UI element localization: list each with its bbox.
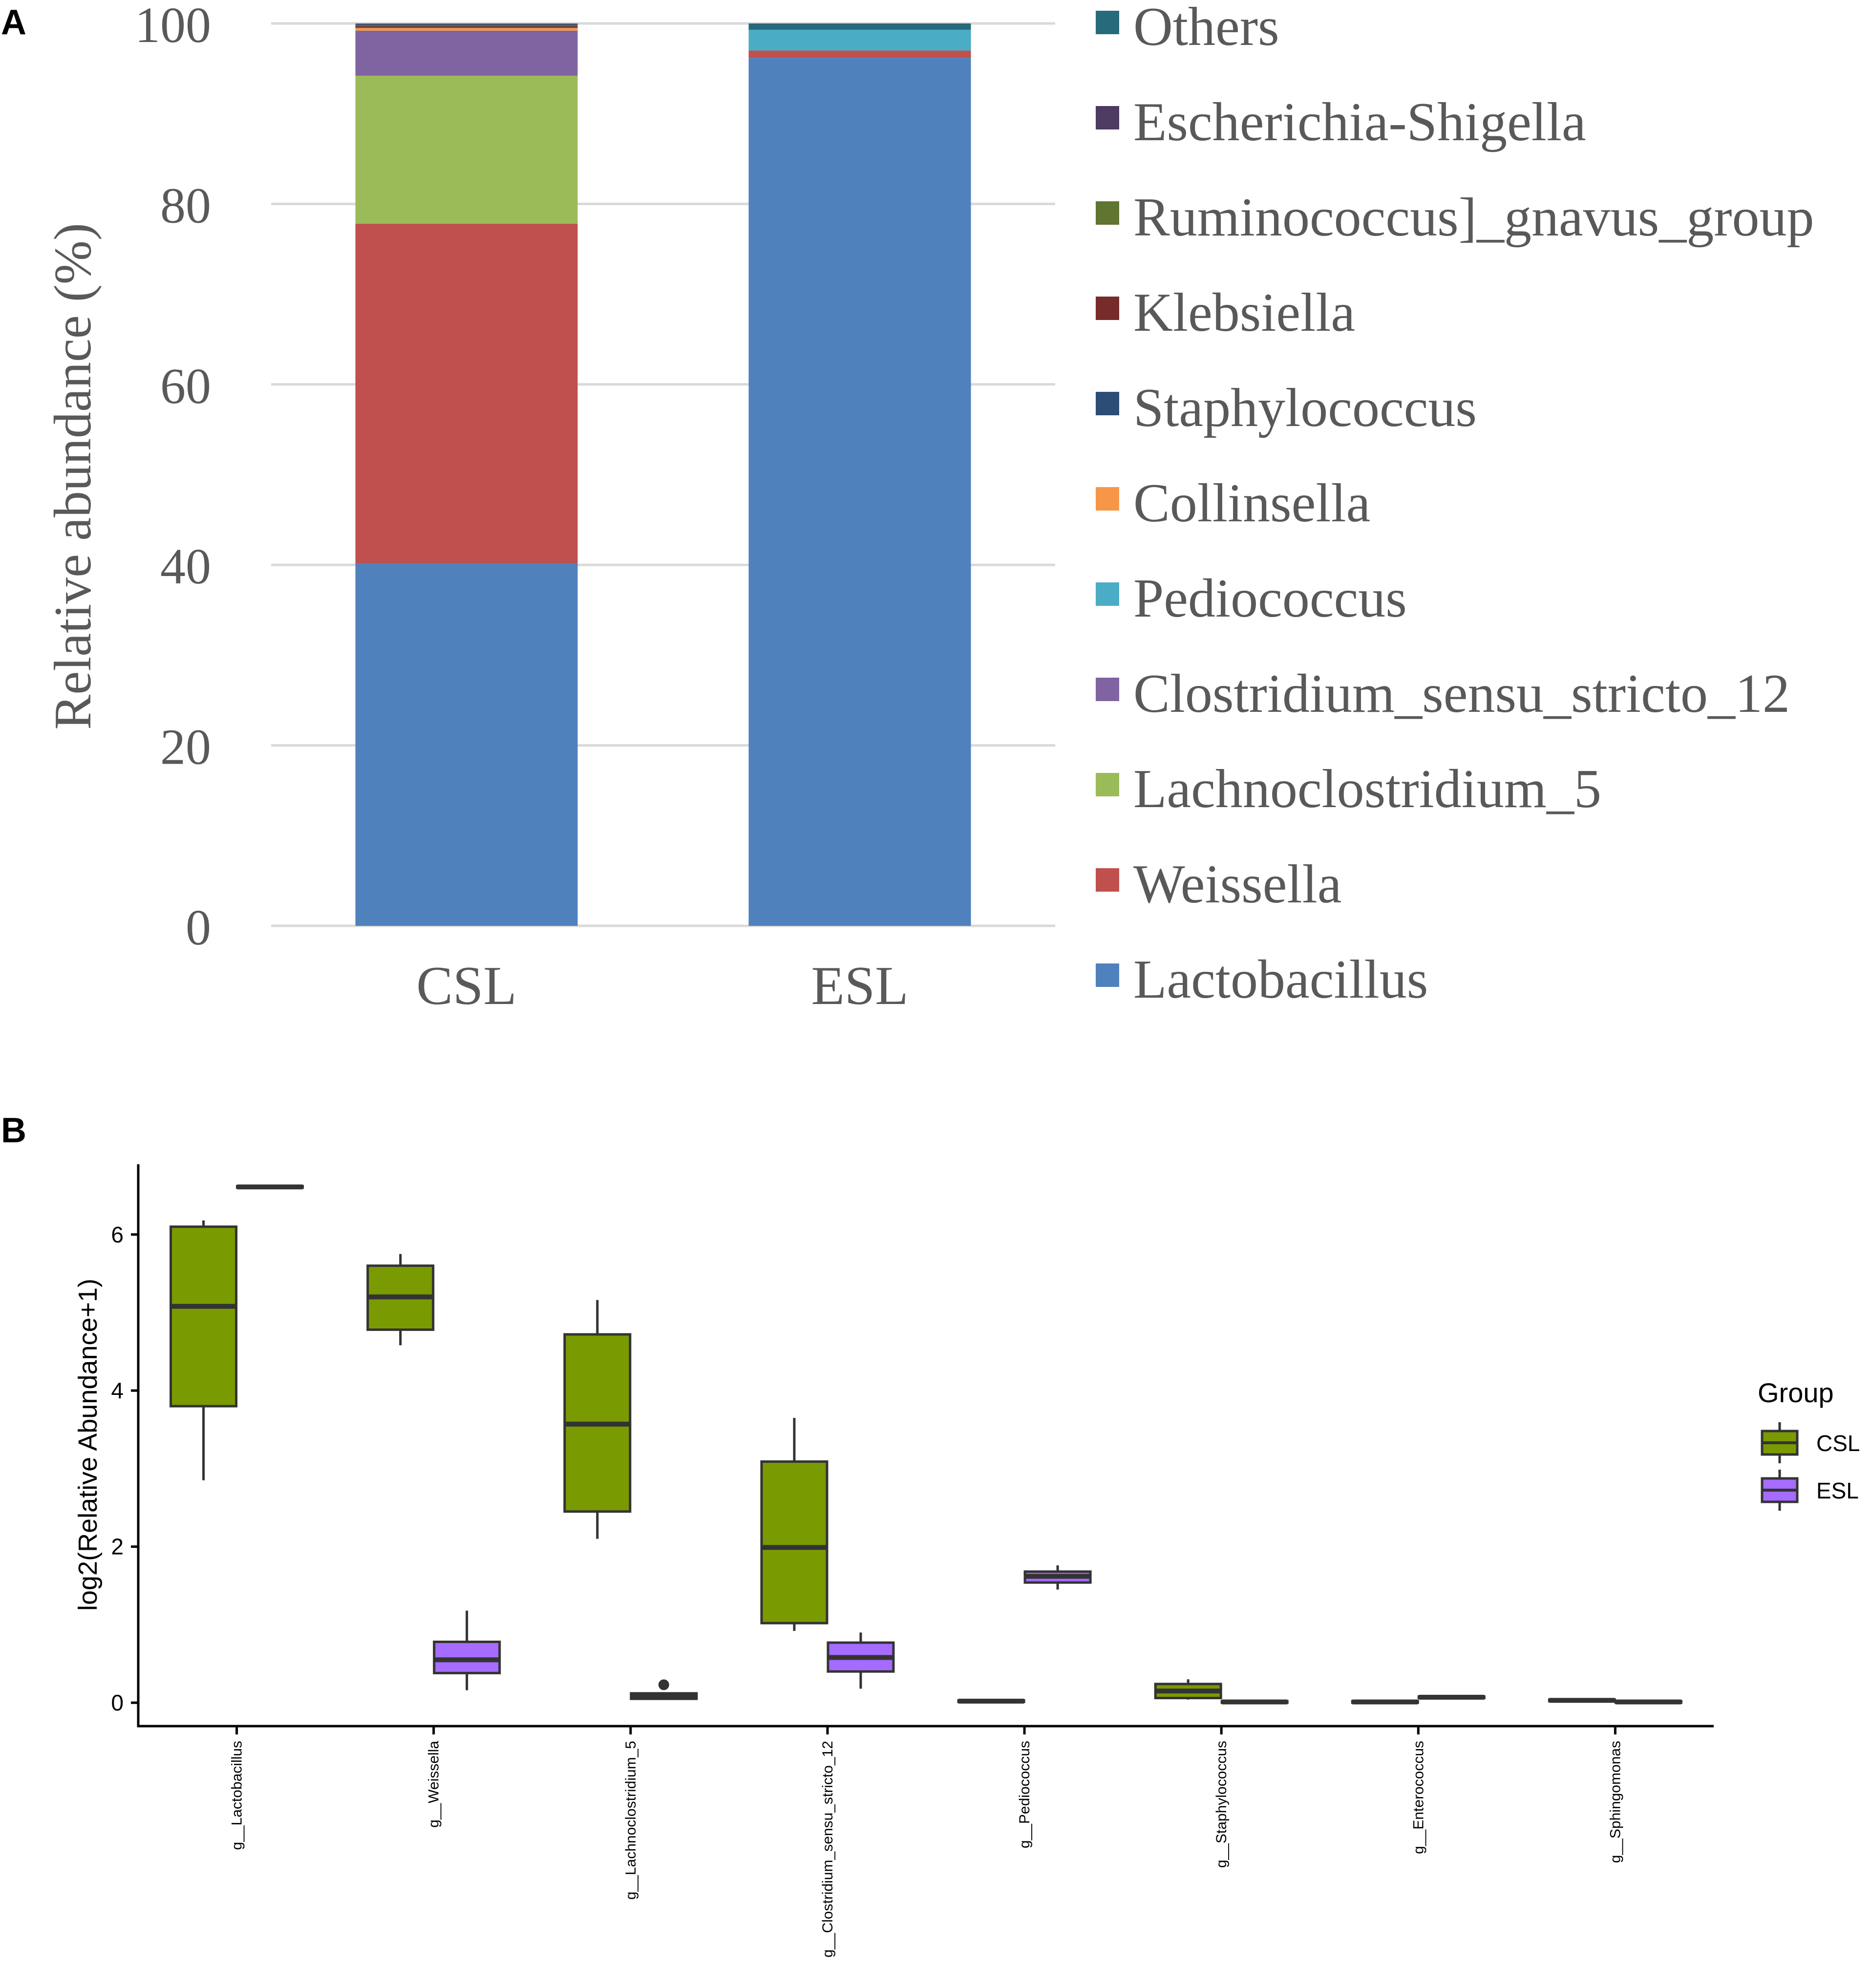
bar-segment xyxy=(355,28,578,31)
x-tick-label: g__Lactobacillus xyxy=(229,1741,245,1850)
legend-label: Clostridium_sensu_stricto_12 xyxy=(1133,663,1790,724)
x-ticks: g__Lactobacillus g__Weissella g__Lachnoclo… xyxy=(229,1726,1623,1958)
x-tick-label: ESL xyxy=(811,956,908,1016)
y-tick-label: 60 xyxy=(160,358,211,414)
legend-label: Staphylococcus xyxy=(1133,378,1477,438)
box-plot-chart: 0 2 4 6 g__Lactobacillus g__Weissella g__Lach… xyxy=(73,1164,1860,1958)
legend-label: Escherichia-Shigella xyxy=(1133,92,1586,152)
panel-letter-a: A xyxy=(1,3,26,42)
stacked-bar-chart: 0 20 40 60 80 100 Relative abundance (%) CSL E… xyxy=(44,0,1814,1016)
y-tick-label: 2 xyxy=(111,1534,124,1560)
legend-label: Lactobacillus xyxy=(1133,949,1428,1010)
x-tick-label: g__Lachnoclostridium_5 xyxy=(623,1741,639,1900)
bar-segment xyxy=(748,29,971,51)
bar-segment xyxy=(355,30,578,76)
legend-label: ESL xyxy=(1816,1478,1859,1503)
legend-swatch xyxy=(1096,582,1119,606)
legend-swatch xyxy=(1096,201,1119,225)
y-tick-label: 0 xyxy=(111,1690,124,1715)
box-body xyxy=(760,1460,829,1625)
legend-label: Collinsella xyxy=(1133,473,1370,534)
x-tick-label: g__Pediococcus xyxy=(1017,1741,1033,1848)
bar-segment xyxy=(355,23,578,24)
y-tick-labels: 0 20 40 60 80 100 xyxy=(135,0,211,956)
legend-swatch xyxy=(1096,678,1119,701)
x-tick-label: g__Enterococcus xyxy=(1410,1741,1426,1854)
bar-segment xyxy=(748,58,971,926)
x-tick-label: g__Clostridium_sensu_stricto_12 xyxy=(820,1741,836,1958)
box-body xyxy=(170,1225,238,1408)
legend-swatch xyxy=(1096,868,1119,892)
y-tick-label: 4 xyxy=(111,1378,124,1403)
legend-swatch xyxy=(1096,773,1119,796)
bar-segment xyxy=(355,224,578,563)
legend: Group CSL ESL xyxy=(1758,1377,1860,1511)
bar-segment xyxy=(355,27,578,28)
legend-label: Pediococcus xyxy=(1133,568,1407,629)
legend-swatch xyxy=(1096,11,1119,34)
x-tick-label: g__Sphingomonas xyxy=(1607,1741,1623,1863)
bar-segment xyxy=(748,23,971,30)
y-ticks: 0 2 4 6 xyxy=(111,1222,138,1715)
box-outlier xyxy=(658,1679,669,1690)
y-tick-label: 20 xyxy=(160,719,211,775)
bar-segment xyxy=(355,25,578,26)
legend-swatch xyxy=(1096,392,1119,415)
x-tick-label: g__Weissella xyxy=(426,1741,442,1828)
bar-segment xyxy=(748,50,971,58)
y-tick-label: 100 xyxy=(135,0,211,53)
legend-swatch xyxy=(1096,106,1119,129)
legend-swatch xyxy=(1096,487,1119,511)
y-tick-label: 0 xyxy=(186,899,211,956)
legend: Lactobacillus Weissella Lachnoclostridium_… xyxy=(1096,0,1814,1010)
legend-swatch xyxy=(1096,963,1119,987)
legend-label: Lachnoclostridium_5 xyxy=(1133,759,1601,819)
legend-label: CSL xyxy=(1816,1431,1860,1456)
panel-letter-b: B xyxy=(1,1111,26,1150)
legend-swatch xyxy=(1096,297,1119,320)
bar-segments xyxy=(355,23,971,926)
legend-label: Others xyxy=(1133,0,1279,57)
bar-segment xyxy=(355,26,578,27)
bar-segment xyxy=(355,24,578,25)
x-tick-labels: CSL ESL xyxy=(416,956,908,1016)
y-axis-title: log2(Relative Abundance+1) xyxy=(73,1279,103,1611)
legend-label: Klebsiella xyxy=(1133,282,1355,343)
x-tick-label: g__Staphylococcus xyxy=(1213,1741,1230,1868)
y-axis-title: Relative abundance (%) xyxy=(44,223,102,730)
legend-label: Weissella xyxy=(1133,854,1341,915)
legend-label: Ruminococcus]_gnavus_group xyxy=(1133,187,1814,248)
y-tick-label: 6 xyxy=(111,1222,124,1247)
y-tick-label: 80 xyxy=(160,177,211,234)
box-plots xyxy=(170,1184,1682,1705)
bar-segment xyxy=(355,563,578,926)
legend-title: Group xyxy=(1758,1377,1834,1408)
x-tick-label: CSL xyxy=(416,956,516,1016)
y-tick-label: 40 xyxy=(160,538,211,595)
bar-segment xyxy=(355,76,578,224)
